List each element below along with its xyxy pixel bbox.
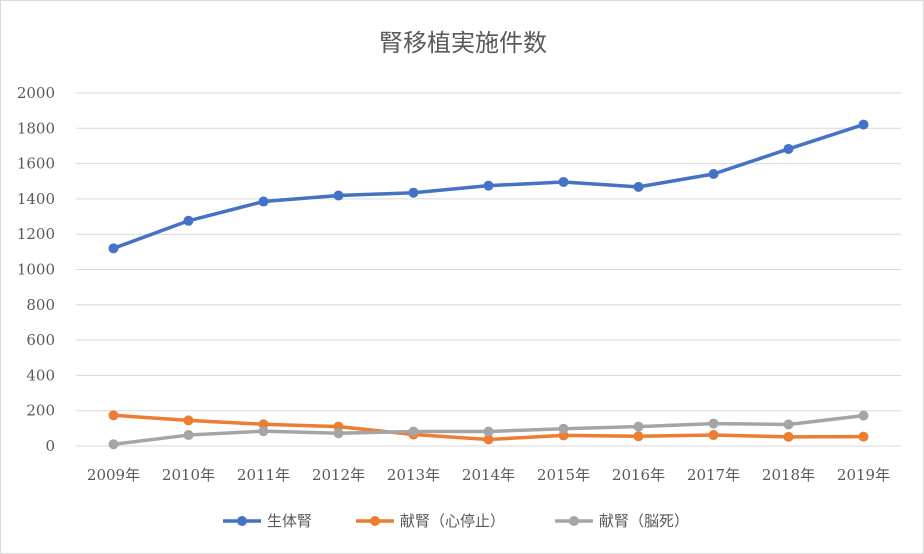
y-tick-label: 800 xyxy=(26,296,55,314)
legend-label: 献腎（心停止） xyxy=(400,512,505,530)
x-tick-label: 2014年 xyxy=(462,466,515,484)
y-tick-label: 1600 xyxy=(17,155,55,173)
y-tick-label: 0 xyxy=(45,437,55,455)
data-point xyxy=(633,431,644,442)
data-point xyxy=(708,169,719,180)
y-tick-label: 1400 xyxy=(17,190,55,208)
data-point xyxy=(858,431,869,442)
x-axis-tick-labels: 2009年 2010年 2011年 2012年 2013年 2014年 2015年 2016年… xyxy=(87,466,890,484)
x-tick-label: 2011年 xyxy=(237,466,290,484)
data-point xyxy=(258,426,269,437)
legend-marker xyxy=(569,516,579,526)
x-tick-label: 2013年 xyxy=(387,466,440,484)
data-point xyxy=(183,430,194,441)
x-tick-label: 2017年 xyxy=(687,466,740,484)
data-point xyxy=(558,176,569,187)
data-point xyxy=(408,187,419,198)
y-tick-label: 1800 xyxy=(17,119,55,137)
data-point xyxy=(258,196,269,207)
legend-label: 生体腎 xyxy=(267,512,312,530)
data-point xyxy=(783,419,794,430)
data-point xyxy=(108,243,119,254)
series-1 xyxy=(108,119,869,254)
legend-item: 献腎（心停止） xyxy=(356,512,505,530)
data-point xyxy=(108,410,119,421)
y-axis-tick-labels: 0 200 400 600 800 1000 1200 1400 1600 1800 2000 xyxy=(17,84,55,455)
data-point xyxy=(183,215,194,226)
data-point xyxy=(633,421,644,432)
y-tick-label: 1200 xyxy=(17,225,55,243)
y-tick-label: 1000 xyxy=(17,261,55,279)
data-point xyxy=(483,180,494,191)
y-tick-label: 400 xyxy=(26,366,55,384)
x-tick-label: 2016年 xyxy=(612,466,665,484)
legend-label: 献腎（脳死） xyxy=(599,512,689,530)
x-tick-label: 2018年 xyxy=(762,466,815,484)
data-point xyxy=(708,418,719,429)
data-point xyxy=(258,419,269,430)
x-tick-label: 2019年 xyxy=(837,466,890,484)
gridlines xyxy=(76,92,901,447)
x-tick-label: 2010年 xyxy=(162,466,215,484)
data-point xyxy=(783,431,794,442)
data-point xyxy=(708,430,719,441)
y-tick-label: 600 xyxy=(26,331,55,349)
series-lines xyxy=(108,119,869,450)
legend-marker xyxy=(370,516,380,526)
legend-item: 献腎（脳死） xyxy=(555,512,689,530)
data-point xyxy=(633,181,644,192)
data-point xyxy=(783,143,794,154)
data-point xyxy=(558,423,569,434)
legend: 生体腎 献腎（心停止） 献腎（脳死） xyxy=(223,512,689,530)
data-point xyxy=(858,410,869,421)
data-point xyxy=(333,190,344,201)
data-point xyxy=(858,119,869,130)
data-point xyxy=(108,439,119,450)
series-3 xyxy=(108,410,869,450)
data-point xyxy=(408,426,419,437)
data-point xyxy=(333,428,344,439)
x-tick-label: 2012年 xyxy=(312,466,365,484)
legend-item: 生体腎 xyxy=(223,512,312,530)
series-2 xyxy=(108,410,869,445)
data-point xyxy=(483,434,494,445)
x-tick-label: 2009年 xyxy=(87,466,140,484)
y-tick-label: 200 xyxy=(26,402,55,420)
data-point xyxy=(183,415,194,426)
data-point xyxy=(483,426,494,437)
y-tick-label: 2000 xyxy=(17,84,55,102)
legend-marker xyxy=(237,516,247,526)
chart-title: 腎移植実施件数 xyxy=(379,29,547,57)
x-tick-label: 2015年 xyxy=(537,466,590,484)
